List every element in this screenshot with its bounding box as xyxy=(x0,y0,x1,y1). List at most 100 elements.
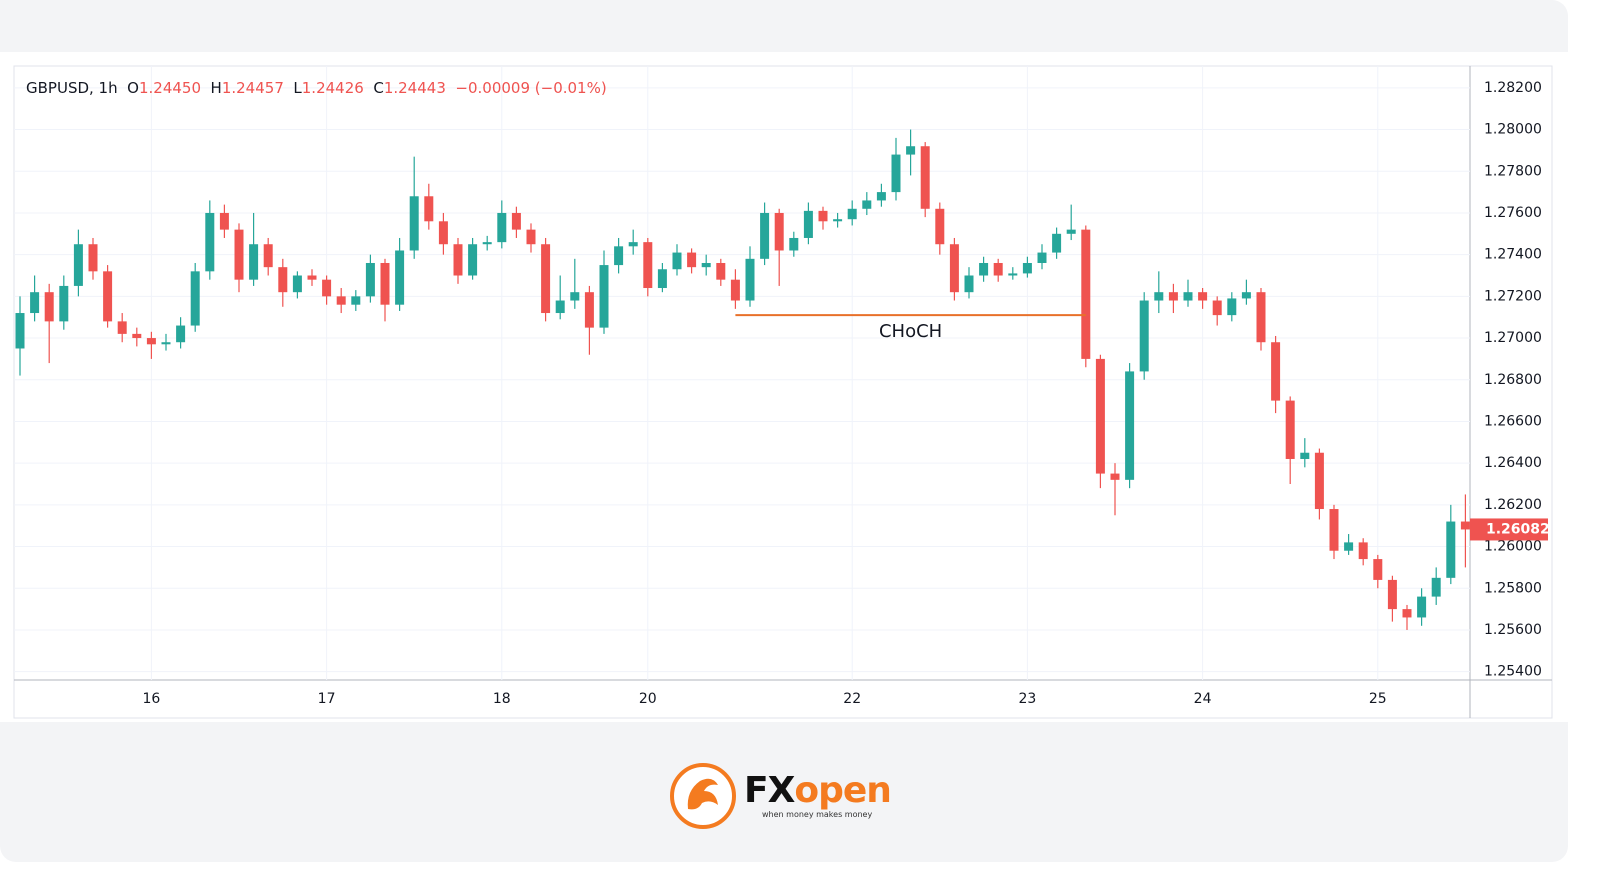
candle-body xyxy=(1154,292,1164,301)
candle-body xyxy=(657,269,667,289)
candle-body xyxy=(1037,252,1047,263)
candle-body xyxy=(614,246,624,266)
candle-body xyxy=(1431,577,1441,597)
candle-body xyxy=(949,244,959,293)
candle-body xyxy=(219,212,229,230)
x-tick-label: 22 xyxy=(843,691,861,707)
candle-body xyxy=(73,244,83,286)
y-tick-label: 1.25400 xyxy=(1484,664,1542,680)
candle-body xyxy=(453,244,463,276)
candle-body xyxy=(1256,292,1266,343)
candle-body xyxy=(833,219,843,222)
candle-body xyxy=(862,200,872,209)
value: 1.24426 xyxy=(301,79,364,97)
candle-body xyxy=(526,229,536,245)
y-tick-label: 1.26600 xyxy=(1484,413,1542,429)
candle-body xyxy=(1358,542,1368,560)
y-tick-label: 1.27000 xyxy=(1484,330,1542,346)
x-tick-label: 20 xyxy=(639,691,657,707)
candle-body xyxy=(365,262,375,297)
candle-body xyxy=(511,212,521,230)
candle-body xyxy=(745,258,755,301)
candle-body xyxy=(716,262,726,280)
candle-body xyxy=(1198,292,1208,301)
candle-body xyxy=(760,212,770,259)
candle-body xyxy=(628,242,638,247)
candle-body xyxy=(249,244,259,280)
candle-body xyxy=(599,265,609,328)
candle-body xyxy=(555,300,565,314)
candle-body xyxy=(1402,609,1412,618)
candle-body xyxy=(876,192,886,201)
y-tick-label: 1.26800 xyxy=(1484,372,1542,388)
chart: 1.25400 1.25600 1.25800 1.26000 1.26200 1.264… xyxy=(13,65,1553,719)
legend: GBPUSD, 1h O1.24450 H1.24457 L1.24426 C1… xyxy=(26,79,607,97)
candle-body xyxy=(672,252,682,270)
candle-body xyxy=(1417,596,1427,618)
y-tick-label: 1.27200 xyxy=(1484,288,1542,304)
candle-body xyxy=(1241,292,1251,299)
candle-body xyxy=(234,229,244,280)
y-tick-label: 1.27400 xyxy=(1484,247,1542,263)
label: O xyxy=(127,79,139,97)
candle-body xyxy=(1446,521,1456,578)
footer xyxy=(0,722,1568,862)
label: L xyxy=(293,79,302,97)
y-tick-label: 1.25800 xyxy=(1484,580,1542,596)
candle-body xyxy=(351,296,361,305)
candle-body xyxy=(205,212,215,272)
candle-body xyxy=(161,342,171,345)
top-band xyxy=(0,0,1568,52)
candle-body xyxy=(468,244,478,276)
candle-body xyxy=(818,210,828,222)
candle-body xyxy=(1373,559,1383,580)
brand: FXopen xyxy=(744,770,892,811)
candle-body xyxy=(570,292,580,301)
y-tick-label: 1.28000 xyxy=(1484,122,1542,138)
x-tick-label: 17 xyxy=(318,691,336,707)
candle-body xyxy=(1387,579,1397,610)
candle-body xyxy=(336,296,346,305)
candle-body xyxy=(1095,358,1105,474)
x-tick-label: 18 xyxy=(493,691,511,707)
tagline: when money makes money xyxy=(762,810,873,819)
candle-body xyxy=(30,292,40,314)
logo-icon xyxy=(670,763,736,829)
candle-body xyxy=(1168,292,1178,301)
x-tick-label: 24 xyxy=(1194,691,1212,707)
candle-body xyxy=(730,279,740,301)
candle-body xyxy=(497,212,507,243)
candle-body xyxy=(803,210,813,238)
candle-body xyxy=(1314,452,1324,510)
candle-body xyxy=(1212,300,1222,316)
y-tick-label: 1.27600 xyxy=(1484,205,1542,221)
y-tick-label: 1.26400 xyxy=(1484,455,1542,471)
candle-body xyxy=(891,154,901,193)
change: −0.00009 (−0.01%) xyxy=(455,79,607,97)
symbol: GBPUSD, 1h xyxy=(26,79,118,97)
value: 1.24457 xyxy=(221,79,284,97)
choch-label: CHoCH xyxy=(879,321,942,342)
label: H xyxy=(210,79,222,97)
candle-body xyxy=(1008,273,1018,276)
candle-body xyxy=(1052,233,1062,253)
candle-body xyxy=(380,262,390,305)
brand-open: open xyxy=(794,770,892,811)
y-tick-label: 1.26200 xyxy=(1484,497,1542,513)
candle-body xyxy=(190,271,200,326)
candle-body xyxy=(1344,542,1354,551)
candle-body xyxy=(44,292,54,322)
x-tick-label: 25 xyxy=(1369,691,1387,707)
candle-body xyxy=(15,313,25,349)
candle-body xyxy=(789,237,799,251)
candle-body xyxy=(1022,262,1032,274)
candle-body xyxy=(146,338,156,345)
last-price-box xyxy=(1470,518,1548,541)
candle-body xyxy=(424,196,434,222)
y-tick-label: 1.28200 xyxy=(1484,80,1542,96)
x-tick-label: 23 xyxy=(1018,691,1036,707)
candle-body xyxy=(322,279,332,297)
candle-body xyxy=(1271,342,1281,401)
x-tick-label: 16 xyxy=(142,691,160,707)
